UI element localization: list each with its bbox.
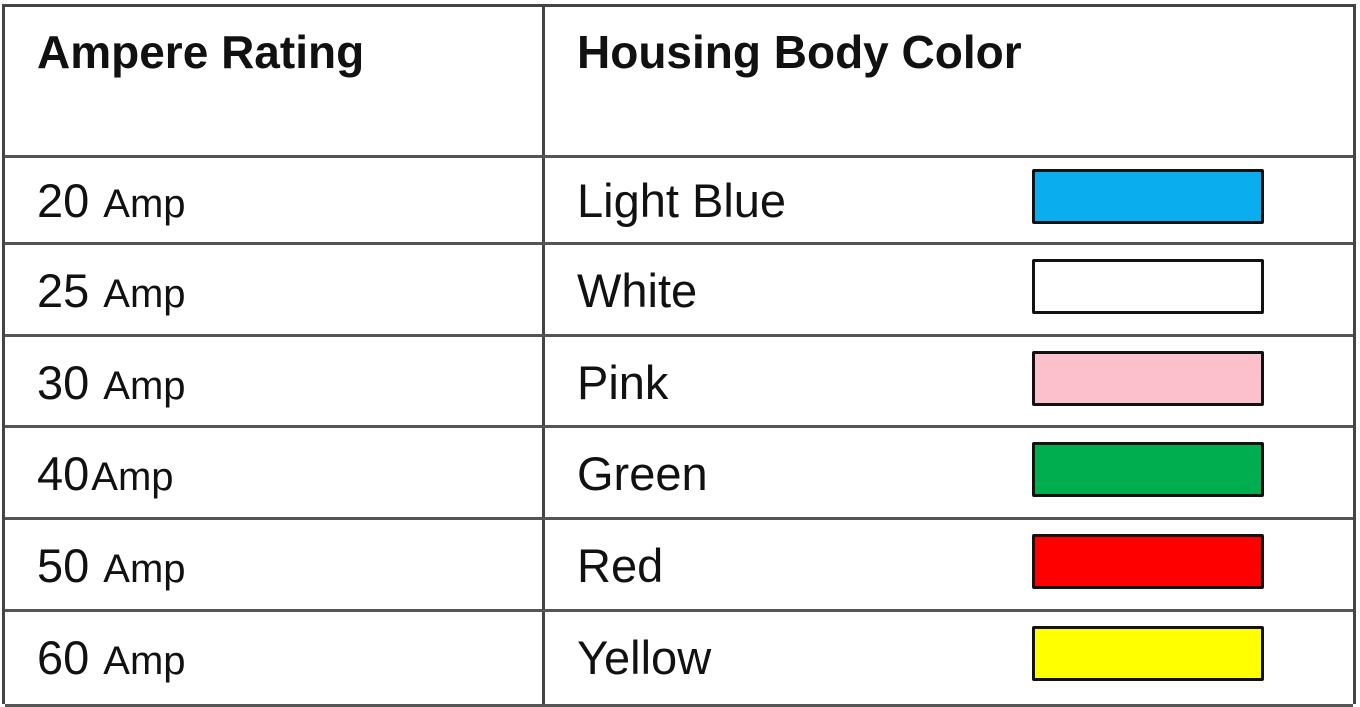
ampere-value: 25 [37, 264, 90, 317]
color-name: Yellow [577, 631, 712, 684]
table-row: 20 Amp Light Blue [5, 155, 1353, 245]
ampere-value: 40 [37, 447, 90, 500]
ampere-value: 60 [37, 631, 90, 684]
ampere-rating: 25 Amp [37, 263, 186, 318]
ampere-rating: 30 Amp [37, 355, 186, 410]
ampere-unit: Amp [91, 455, 174, 499]
table-row: 25 Amp White [5, 245, 1353, 337]
color-swatch [1032, 259, 1264, 314]
table-row: 50 Amp Red [5, 520, 1353, 612]
ampere-unit: Amp [103, 639, 186, 683]
color-swatch [1032, 534, 1264, 589]
color-swatch [1032, 442, 1264, 497]
ampere-rating: 40Amp [37, 446, 174, 501]
ampere-unit: Amp [103, 272, 186, 316]
header-row: Ampere Rating Housing Body Color [5, 7, 1353, 158]
header-housing-body-color: Housing Body Color [577, 26, 1022, 78]
table-row: 40Amp Green [5, 428, 1353, 520]
color-swatch [1032, 169, 1264, 224]
color-name: Pink [577, 356, 669, 409]
ampere-rating: 60 Amp [37, 630, 186, 685]
header-ampere-rating: Ampere Rating [37, 26, 365, 78]
ampere-value: 30 [37, 356, 90, 409]
ampere-unit: Amp [103, 364, 186, 408]
ampere-unit: Amp [103, 547, 186, 591]
ampere-rating: 20 Amp [37, 173, 186, 228]
table-row: 30 Amp Pink [5, 337, 1353, 428]
color-name: Light Blue [577, 174, 787, 227]
color-swatch [1032, 626, 1264, 681]
ampere-unit: Amp [103, 182, 186, 226]
ampere-rating: 50 Amp [37, 538, 186, 593]
table-row: 60 Amp Yellow [5, 612, 1353, 707]
color-name: White [577, 264, 698, 317]
ampere-value: 20 [37, 174, 90, 227]
color-name: Green [577, 447, 708, 500]
column-divider [542, 7, 545, 704]
color-swatch [1032, 351, 1264, 406]
ampere-value: 50 [37, 539, 90, 592]
ampere-color-table: Ampere Rating Housing Body Color 20 Amp Li… [2, 4, 1356, 707]
color-name: Red [577, 539, 664, 592]
